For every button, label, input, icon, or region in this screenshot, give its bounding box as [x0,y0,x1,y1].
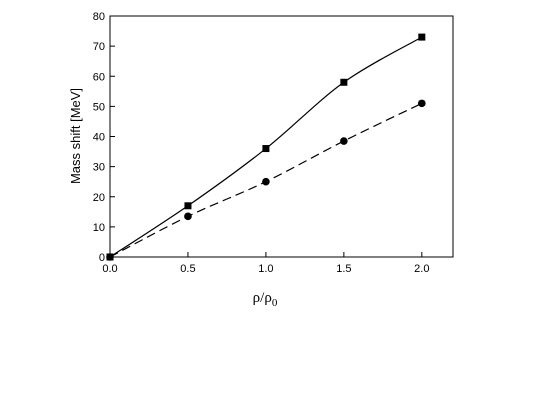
x-tick-label: 1.5 [336,263,351,275]
plot-frame [109,15,454,258]
x-axis-title-main: ρ/ρ [253,290,272,306]
data-point-circle [418,99,426,108]
y-tick-label: 10 [93,222,105,234]
x-tick-label: 0.0 [102,263,117,275]
x-axis-ticks: 0.0 0.5 1.0 1.5 2.0 [102,252,429,275]
data-point-square [418,33,426,41]
data-point-square [184,202,192,210]
data-point-circle [262,177,270,186]
data-point-circle [340,137,348,145]
y-axis-title: Mass shift [MeV] [68,88,83,184]
y-tick-label: 0 [99,252,105,264]
series-layer [106,33,426,261]
x-tick-label: 0.5 [180,263,195,275]
y-tick-label: 30 [93,162,105,174]
y-tick-label: 80 [93,11,105,23]
y-tick-label: 60 [93,71,105,83]
y-tick-label: 50 [93,101,105,113]
data-point-square [340,78,348,86]
data-point-square [262,145,270,153]
y-tick-label: 20 [93,192,105,204]
x-axis-title: ρ/ρ0 [253,290,278,309]
x-axis-title-subscript: 0 [272,297,278,309]
y-axis-ticks: 0 10 20 30 40 50 60 70 80 [93,11,115,264]
x-tick-label: 2.0 [414,263,429,275]
x-tick-label: 1.0 [258,263,273,275]
data-point-circle [184,212,192,221]
data-point-circle [106,253,114,261]
y-tick-label: 70 [93,41,105,53]
y-tick-label: 40 [93,132,105,144]
